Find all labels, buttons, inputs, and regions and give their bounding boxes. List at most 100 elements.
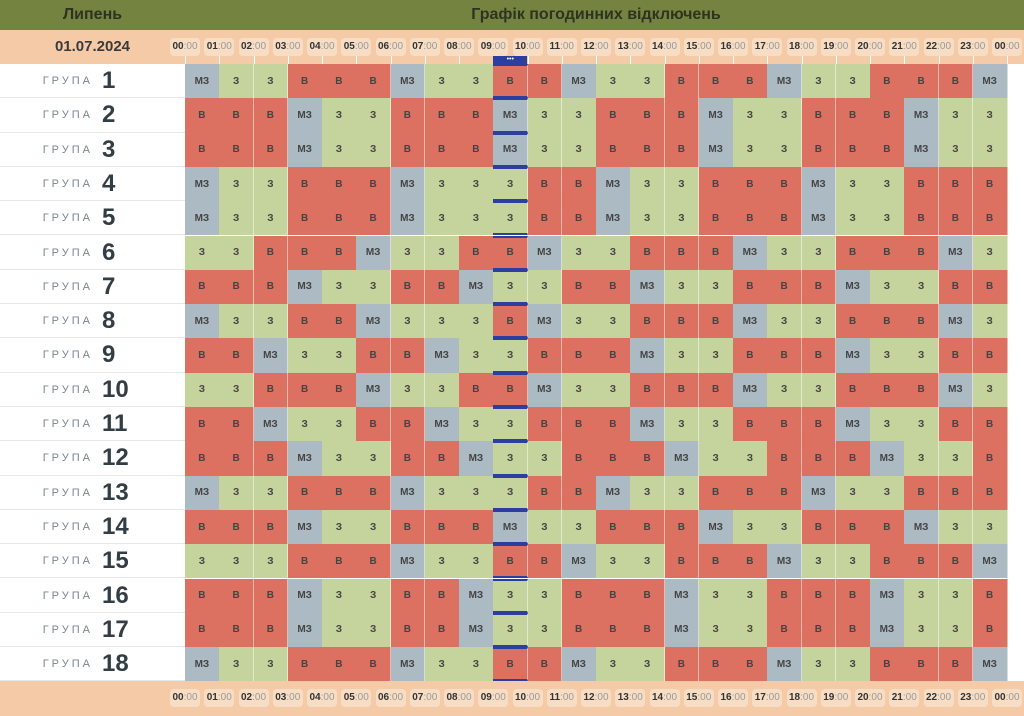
schedule-cell: З bbox=[527, 509, 563, 545]
schedule-cell: МЗ bbox=[938, 304, 974, 339]
time-label: 21:00 bbox=[889, 38, 920, 56]
schedule-cell: З bbox=[972, 235, 1008, 270]
schedule-cell: В bbox=[630, 304, 665, 339]
schedule-cell: З bbox=[698, 578, 734, 613]
schedule-cell: В bbox=[767, 612, 802, 648]
time-minutes: :00 bbox=[937, 41, 952, 52]
schedule-cell: МЗ bbox=[596, 201, 631, 236]
schedule-cell: МЗ bbox=[835, 338, 871, 373]
group-row: МЗ З З В В МЗ З З З В МЗ З З В В В МЗ З З В В В МЗ З bbox=[185, 304, 1008, 339]
schedule-cell: З bbox=[253, 647, 289, 682]
schedule-cell: З bbox=[904, 612, 939, 648]
group-row: В В В МЗ З З В В МЗ З З В В МЗ З З В В В МЗ З З В В bbox=[185, 269, 1008, 305]
schedule-cell: В bbox=[596, 612, 631, 648]
schedule-cell: В bbox=[801, 338, 837, 373]
schedule-cell: З bbox=[698, 338, 734, 373]
time-minutes: :00 bbox=[183, 692, 198, 703]
time-label: 17:00 bbox=[752, 689, 783, 707]
schedule-cell: МЗ bbox=[870, 612, 905, 648]
schedule-cell: В bbox=[219, 612, 254, 648]
schedule-cell: В bbox=[596, 132, 631, 167]
schedule-cell: В bbox=[938, 647, 974, 682]
schedule-cell: В bbox=[253, 235, 289, 270]
schedule-cell: З bbox=[527, 441, 563, 476]
schedule-cell: МЗ bbox=[390, 475, 426, 510]
hour-tick bbox=[596, 56, 597, 64]
schedule-cell: З bbox=[561, 98, 597, 133]
schedule-cell: В bbox=[185, 441, 220, 476]
schedule-cell: З bbox=[356, 612, 391, 648]
time-hour: 10 bbox=[514, 41, 527, 52]
hour-tick bbox=[904, 56, 906, 64]
schedule-cell: В bbox=[972, 166, 1008, 202]
schedule-cell: В bbox=[527, 166, 563, 202]
schedule-cell: В bbox=[904, 544, 939, 579]
schedule-cell: З bbox=[835, 647, 871, 682]
group-label: ГРУПА 8 bbox=[0, 304, 185, 339]
schedule-cell: З bbox=[219, 166, 254, 202]
schedule-cell: З bbox=[219, 544, 254, 579]
schedule-cell: В bbox=[698, 304, 734, 339]
schedule-cell: МЗ bbox=[424, 338, 460, 373]
schedule-cell: В bbox=[733, 269, 768, 305]
schedule-cell: З bbox=[322, 269, 357, 305]
schedule-cell: В bbox=[219, 269, 254, 305]
schedule-cell: З bbox=[219, 647, 254, 682]
schedule-cell: З bbox=[322, 612, 357, 648]
time-minutes: :00 bbox=[868, 692, 883, 703]
schedule-cell: В bbox=[287, 372, 323, 407]
schedule-cell: В bbox=[972, 269, 1008, 305]
group-row: В В МЗ З З В В МЗ З З В В В МЗ З З В В В МЗ З З В В bbox=[185, 407, 1008, 442]
schedule-cell: З bbox=[904, 441, 939, 476]
schedule-cell: МЗ bbox=[596, 166, 631, 202]
time-minutes: :00 bbox=[354, 41, 369, 52]
schedule-cell: З bbox=[767, 372, 802, 407]
group-row: МЗ З З В В В МЗ З З З В В МЗ З З В В В МЗ З З В В В bbox=[185, 201, 1008, 236]
schedule-cell: МЗ bbox=[630, 407, 665, 442]
time-label: 00:00 bbox=[992, 689, 1022, 707]
hour-tick bbox=[938, 56, 940, 64]
schedule-cell: З bbox=[664, 166, 700, 202]
schedule-cell: З bbox=[904, 338, 939, 373]
schedule-cell: МЗ bbox=[698, 509, 734, 545]
schedule-cell: МЗ bbox=[904, 132, 939, 167]
schedule-cell: З bbox=[630, 201, 665, 236]
time-hour: 01 bbox=[206, 692, 218, 703]
schedule-cell: В bbox=[972, 475, 1008, 510]
schedule-cell: В bbox=[801, 132, 837, 167]
schedule-cell: В bbox=[596, 578, 631, 613]
hour-tick bbox=[219, 56, 221, 64]
schedule-cell: В bbox=[287, 304, 323, 339]
group-number: 14 bbox=[102, 512, 129, 540]
schedule-cell: З bbox=[904, 407, 939, 442]
group-word: ГРУПА bbox=[42, 520, 93, 533]
group-label: ГРУПА 11 bbox=[0, 407, 185, 442]
schedule-cell: В bbox=[767, 338, 802, 373]
schedule-cell: В bbox=[424, 612, 460, 648]
schedule-cell: З bbox=[219, 372, 254, 407]
time-axis-top: 00:00 01:00 02:00 03:00 04:00 05:00 06:00 07:00… bbox=[170, 30, 1022, 64]
time-label: 12:00 bbox=[581, 689, 611, 707]
schedule-cell: В bbox=[424, 98, 460, 133]
schedule-cell: З bbox=[527, 269, 563, 305]
hour-tick bbox=[630, 56, 632, 64]
schedule-cell: З bbox=[356, 441, 391, 476]
time-label: 15:00 bbox=[683, 38, 714, 56]
time-label: 23:00 bbox=[957, 38, 988, 56]
schedule-cell: В bbox=[219, 509, 254, 545]
time-minutes: :00 bbox=[800, 692, 815, 703]
schedule-cell: З bbox=[459, 407, 494, 442]
time-hour: 07 bbox=[412, 692, 424, 703]
schedule-cell: З bbox=[356, 132, 391, 167]
schedule-cell: В bbox=[424, 132, 460, 167]
schedule-cell: В bbox=[835, 304, 871, 339]
schedule-cell: В bbox=[664, 304, 700, 339]
schedule-cell: З bbox=[561, 372, 597, 407]
schedule-cell: З bbox=[801, 544, 837, 579]
schedule-cell: МЗ bbox=[356, 372, 391, 407]
schedule-cell: В bbox=[767, 166, 802, 202]
schedule-cell: З bbox=[972, 304, 1008, 339]
group-row: МЗ З З В В В МЗ З З З В В МЗ З З В В В МЗ З З В В В bbox=[185, 475, 1008, 510]
schedule-cell: МЗ bbox=[972, 647, 1008, 682]
schedule-cell: З bbox=[527, 612, 563, 648]
